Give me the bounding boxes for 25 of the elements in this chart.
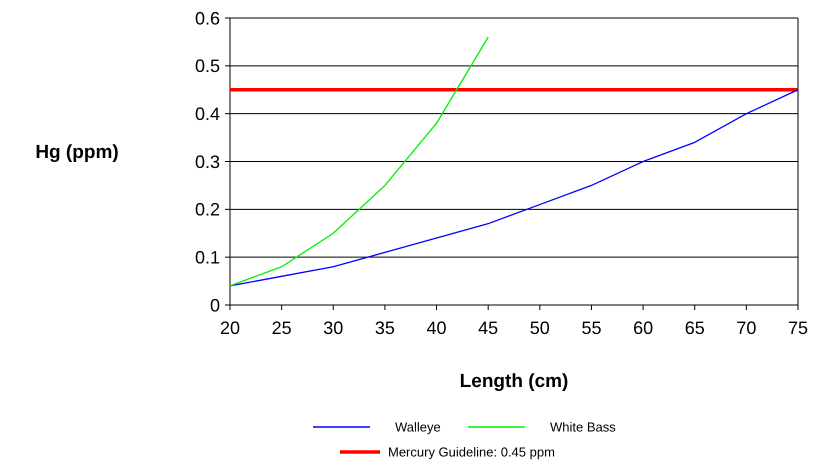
x-tick-label: 45 (478, 318, 498, 338)
y-tick-label: 0.1 (194, 247, 220, 268)
x-tick-label: 20 (220, 318, 240, 338)
x-tick-label: 50 (530, 318, 550, 338)
y-axis-title: Hg (ppm) (35, 142, 119, 163)
y-tick-label: 0.3 (194, 152, 220, 172)
x-tick-label: 40 (426, 318, 447, 338)
y-tick-label: 0.5 (194, 56, 220, 76)
y-tick-label: 0 (210, 295, 220, 316)
x-tick-label: 60 (633, 318, 654, 338)
line-series (229, 36, 489, 287)
legend-label: Mercury Guideline: 0.45 ppm (388, 444, 555, 460)
y-tick-label: 0.2 (194, 200, 220, 220)
x-tick-label: 35 (374, 318, 395, 338)
x-tick-label: 25 (272, 318, 292, 338)
x-tick-label: 30 (323, 318, 344, 338)
legend-label: Walleye (395, 420, 441, 435)
y-tick-label: 0.4 (194, 104, 220, 124)
x-axis-title: Length (cm) (460, 371, 568, 392)
y-tick-label: 0.6 (194, 8, 220, 28)
x-tick-label: 75 (788, 318, 808, 338)
legend-label: White Bass (550, 420, 616, 435)
x-tick-label: 55 (581, 318, 602, 338)
x-tick-label: 70 (736, 318, 756, 338)
x-tick-label: 65 (684, 318, 705, 338)
